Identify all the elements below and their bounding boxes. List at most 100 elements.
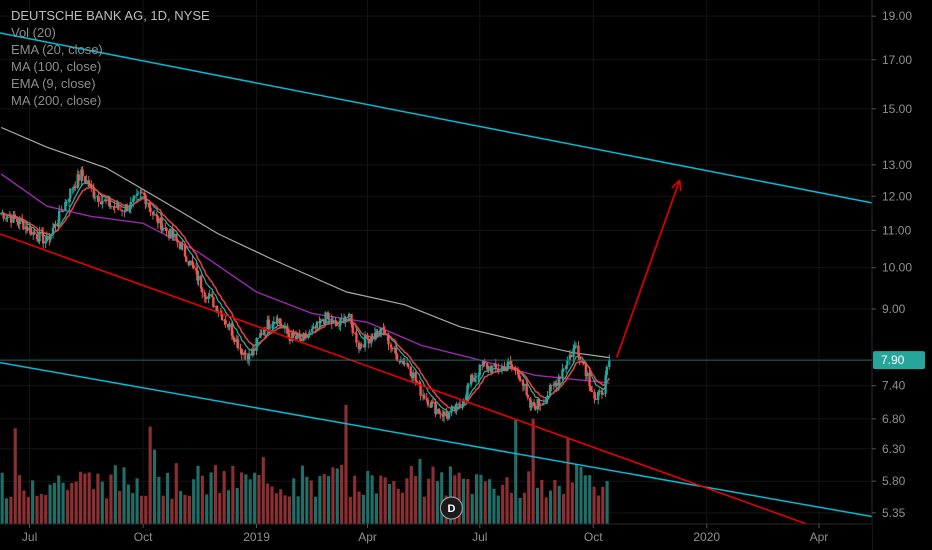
volume-bar: [592, 486, 596, 524]
volume-bar: [488, 479, 492, 524]
candle-body: [13, 214, 17, 219]
candle-body: [165, 227, 168, 232]
candle-body: [61, 211, 65, 213]
candle-body: [103, 199, 107, 201]
candle-body: [183, 244, 187, 257]
time-axis[interactable]: Jul Oct 2019 Apr Jul Oct 2020 Apr: [0, 523, 872, 550]
volume-bar: [366, 470, 370, 524]
volume-bar: [57, 475, 61, 524]
upper-channel-line: [0, 32, 873, 204]
candle-body: [358, 344, 362, 350]
volume-bar: [187, 495, 191, 524]
price-tick-label: 6.30: [882, 442, 906, 456]
price-axis[interactable]: 19.00 17.00 15.00 13.00 12.00 11.00 10.00 9.00 7…: [871, 0, 932, 550]
volume-bar: [65, 490, 70, 524]
candle-body: [299, 338, 303, 342]
candle-body: [552, 384, 555, 386]
candle-body: [135, 193, 139, 196]
candle-body: [485, 363, 489, 370]
candle-body: [252, 349, 256, 351]
volume-bar: [348, 496, 352, 524]
candle-body: [113, 206, 116, 208]
legend-ema-9[interactable]: EMA (9, close): [11, 76, 96, 91]
volume-bar: [279, 489, 283, 524]
candle-body: [442, 411, 446, 417]
volume-bar: [31, 480, 35, 524]
candle-body: [119, 209, 123, 211]
candle-body: [596, 391, 600, 400]
candle-body: [129, 201, 132, 209]
candle-body: [334, 320, 337, 322]
candle-body: [266, 319, 269, 331]
candle-body: [44, 241, 47, 244]
legend-ma-200[interactable]: MA (200, close): [11, 93, 102, 108]
legend-ema-20[interactable]: EMA (20, close): [11, 42, 103, 57]
dividend-marker[interactable]: D: [439, 496, 464, 520]
time-tick-label: 2020: [693, 530, 720, 544]
candle-body: [526, 395, 530, 398]
candle-body: [56, 222, 60, 227]
candle-body: [447, 412, 451, 419]
volume-bar: [531, 418, 535, 524]
price-tick-label: 13.00: [882, 158, 912, 172]
candle-body: [155, 214, 158, 217]
candle-body: [437, 408, 441, 414]
volume-bar: [139, 495, 144, 524]
volume-bar: [126, 484, 130, 524]
volume-bar: [253, 472, 257, 524]
candle-body: [441, 413, 444, 417]
last-price-tag: 7.90: [873, 351, 925, 370]
candle-body: [176, 239, 179, 243]
candle-body: [405, 363, 409, 365]
candle-body: [123, 210, 126, 212]
volume-bar: [579, 466, 583, 524]
candle-body: [498, 370, 501, 372]
candle-body: [2, 212, 5, 219]
candle-body: [144, 194, 147, 204]
candle-body: [74, 186, 77, 188]
volume-bar: [479, 474, 483, 524]
volume-bar: [118, 490, 122, 524]
candle-body: [379, 327, 383, 336]
legend-volume[interactable]: Vol (20): [11, 25, 56, 40]
candle-body: [465, 395, 468, 400]
volume-bar: [52, 482, 56, 524]
candle-body: [275, 321, 278, 324]
candle-body: [128, 208, 131, 212]
volume-bar: [409, 465, 413, 524]
candle-body: [315, 321, 319, 329]
volume-bar: [261, 457, 265, 524]
candle-body: [124, 204, 128, 211]
drawings: [0, 32, 873, 525]
volume-bar: [540, 479, 544, 524]
candle-body: [188, 260, 192, 265]
candle-body: [363, 335, 367, 348]
time-tick-label: Jul: [22, 530, 37, 544]
candle-body: [598, 390, 601, 392]
volume-bar: [435, 481, 439, 524]
symbol-title[interactable]: DEUTSCHE BANK AG, 1D, NYSE: [11, 8, 210, 23]
candle-body: [425, 398, 428, 400]
candle-body: [239, 348, 242, 350]
candle-body: [276, 318, 279, 324]
marker-label: D: [447, 503, 455, 515]
legend-ma-100[interactable]: MA (100, close): [11, 59, 102, 74]
candle-body: [291, 332, 294, 342]
candle-body: [107, 198, 110, 202]
candle-body: [58, 210, 61, 223]
candle-body: [251, 349, 255, 356]
candle-body: [1, 212, 4, 214]
volume-bar: [144, 495, 148, 524]
volume-bar: [170, 498, 174, 524]
volume-bar: [148, 426, 152, 524]
candle-body: [143, 192, 146, 195]
candle-body: [4, 218, 8, 220]
candle-body: [409, 367, 412, 376]
candle-body: [272, 321, 276, 325]
candle-body: [600, 390, 604, 395]
candle-body: [9, 217, 13, 223]
volume-bar: [113, 465, 117, 524]
volume-bar: [0, 472, 4, 524]
candle-body: [271, 324, 274, 328]
